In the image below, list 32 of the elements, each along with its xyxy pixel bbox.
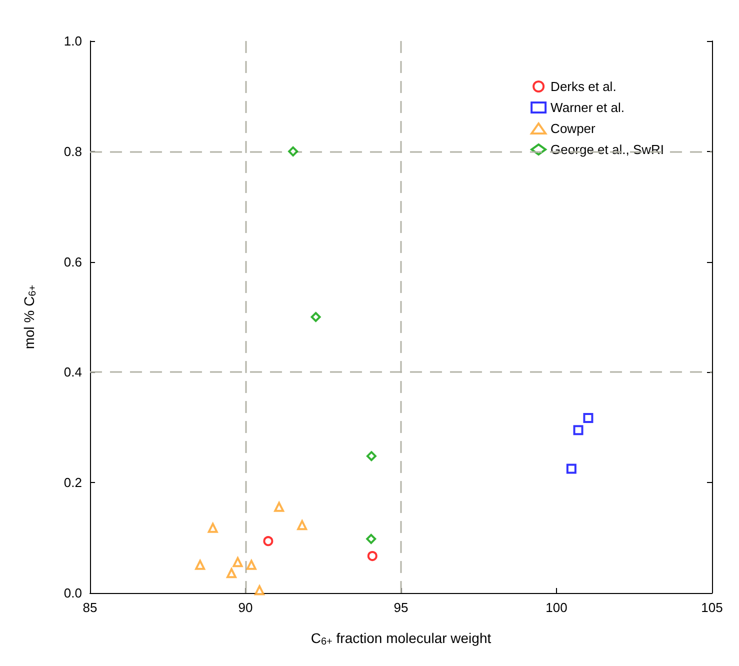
y-tick-label: 0.0 [64,586,82,600]
x-tick-label: 90 [238,600,253,615]
point [573,425,584,436]
point [263,536,274,546]
point [366,451,376,462]
point [288,146,298,156]
point [226,568,237,578]
point [254,585,264,596]
y-tick-label: 1.0 [64,34,82,48]
point [366,534,376,544]
point [232,557,243,568]
y-tick-label: 0.4 [64,364,82,380]
y-tick-label: 0.8 [64,144,82,159]
legend-label: Warner et al. [550,100,624,115]
point [274,502,284,512]
legend-label: Cowper [550,121,596,136]
point [367,551,378,562]
x-tick-label: 100 [546,600,568,615]
y-tick-label: 0.6 [64,254,82,270]
point [297,520,308,530]
x-tick-label: 105 [701,600,723,615]
legend-label: Derks et al. [550,79,616,94]
x-tick-label: 85 [82,600,98,615]
y-axis-title: mol % C6+ [21,284,38,350]
point [195,560,206,570]
point [583,413,594,424]
point [310,312,321,322]
point [566,464,576,474]
point [208,522,218,533]
y-tick-label: 0.2 [64,475,82,490]
x-tick-label: 95 [394,600,408,615]
point [246,560,256,570]
